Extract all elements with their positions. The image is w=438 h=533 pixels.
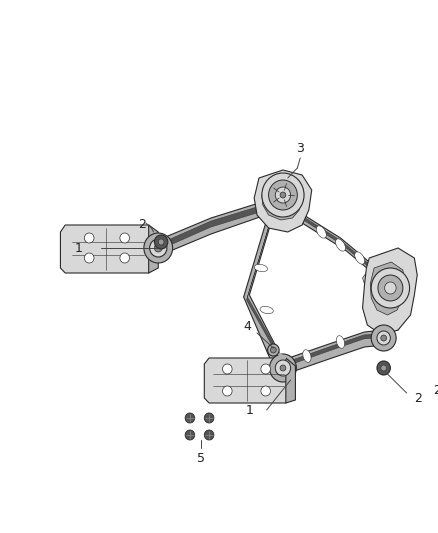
Circle shape <box>144 233 173 263</box>
Polygon shape <box>247 221 281 360</box>
Circle shape <box>85 253 94 263</box>
Circle shape <box>223 386 232 396</box>
Text: 5: 5 <box>198 451 205 464</box>
Polygon shape <box>363 248 417 335</box>
Circle shape <box>275 360 291 376</box>
Circle shape <box>155 235 168 249</box>
Polygon shape <box>148 225 158 273</box>
Polygon shape <box>161 204 267 249</box>
Circle shape <box>378 275 403 301</box>
Polygon shape <box>370 262 405 315</box>
Circle shape <box>120 253 130 263</box>
Ellipse shape <box>355 252 365 264</box>
Circle shape <box>261 386 271 396</box>
Circle shape <box>204 413 214 423</box>
Ellipse shape <box>316 226 326 238</box>
Circle shape <box>271 347 276 353</box>
Polygon shape <box>363 270 370 290</box>
Ellipse shape <box>303 350 311 362</box>
Circle shape <box>385 282 396 294</box>
Circle shape <box>185 413 195 423</box>
Circle shape <box>150 239 167 257</box>
Polygon shape <box>262 182 301 220</box>
Polygon shape <box>293 208 384 282</box>
Polygon shape <box>254 170 312 232</box>
Polygon shape <box>158 200 268 256</box>
Circle shape <box>269 354 297 382</box>
Circle shape <box>155 244 162 252</box>
Polygon shape <box>284 333 383 367</box>
Polygon shape <box>60 225 153 273</box>
Circle shape <box>268 180 297 210</box>
Text: 1: 1 <box>75 241 83 254</box>
Polygon shape <box>294 211 381 277</box>
Circle shape <box>120 233 130 243</box>
Polygon shape <box>204 358 291 403</box>
Circle shape <box>185 430 195 440</box>
Ellipse shape <box>254 264 268 272</box>
Circle shape <box>223 364 232 374</box>
Circle shape <box>204 430 214 440</box>
Text: 3: 3 <box>296 141 304 155</box>
Circle shape <box>425 358 438 372</box>
Circle shape <box>371 325 396 351</box>
Circle shape <box>429 362 434 368</box>
Circle shape <box>377 361 390 375</box>
Circle shape <box>381 335 387 341</box>
Circle shape <box>381 365 387 371</box>
Ellipse shape <box>336 239 346 251</box>
Text: 2: 2 <box>434 384 438 397</box>
Circle shape <box>262 173 304 217</box>
Circle shape <box>280 365 286 371</box>
Ellipse shape <box>260 306 273 313</box>
Circle shape <box>377 331 390 345</box>
Polygon shape <box>286 358 295 403</box>
Polygon shape <box>283 330 384 375</box>
Polygon shape <box>379 258 413 330</box>
Text: 1: 1 <box>245 403 253 416</box>
Polygon shape <box>244 218 283 362</box>
Circle shape <box>158 239 164 245</box>
Text: 2: 2 <box>138 217 146 230</box>
Circle shape <box>261 364 271 374</box>
Circle shape <box>371 268 410 308</box>
Text: 4: 4 <box>244 320 251 334</box>
Text: 2: 2 <box>414 392 422 405</box>
Circle shape <box>275 187 291 203</box>
Circle shape <box>280 192 286 198</box>
Ellipse shape <box>336 336 345 348</box>
Circle shape <box>85 233 94 243</box>
Circle shape <box>268 344 279 356</box>
